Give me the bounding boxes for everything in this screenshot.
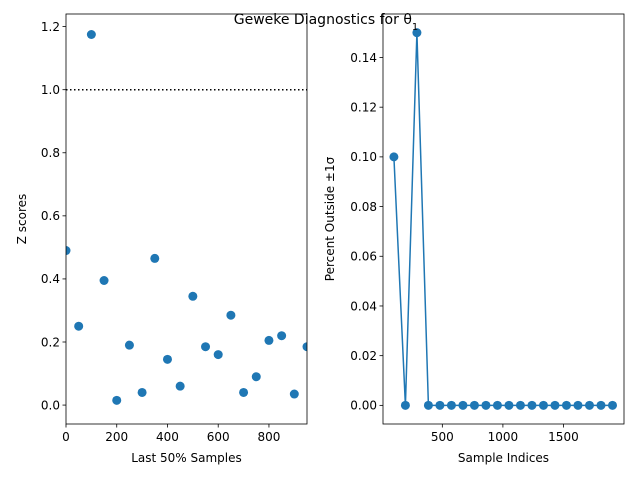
left-data-point-6 [137,387,147,397]
right-data-point-0 [389,152,399,162]
left-ytick-label-6: 1.2 [41,20,60,34]
left-xtick-label-4: 800 [257,430,280,444]
right-ytick-label-4: 0.08 [350,200,377,214]
right-data-point-4 [435,400,445,410]
left-data-point-14 [239,387,249,397]
left-ticks: 0 200 400 600 800 0.0 0.2 0.4 0.6 0.8 1.0 1.2 [41,20,280,444]
right-panel: 500 1000 1500 0.00 0.02 0.04 0.06 0.08 0.10 0.12 0… [323,13,625,465]
figure-title-main: Geweke Diagnostics for θ [234,12,412,28]
right-points [389,28,617,410]
left-ytick-label-1: 0.2 [41,335,60,349]
right-data-layer [389,28,617,410]
right-plot-area [383,14,624,424]
right-data-point-1 [400,400,410,410]
left-xtick-label-0: 0 [62,430,70,444]
left-ylabel: Z scores [15,194,29,245]
right-data-point-15 [561,400,571,410]
right-data-point-11 [515,400,525,410]
right-data-point-13 [538,400,548,410]
left-xtick-label-2: 400 [156,430,179,444]
left-data-point-0 [66,246,71,256]
left-panel: 0 200 400 600 800 0.0 0.2 0.4 0.6 0.8 1.0 1.2 Last … [15,13,308,465]
right-data-point-7 [469,400,479,410]
left-ytick-label-0: 0.0 [41,398,60,412]
right-data-point-16 [573,400,583,410]
left-data-point-4 [112,395,122,405]
left-ytick-label-4: 0.8 [41,146,60,160]
left-data-point-13 [226,310,236,320]
left-data-point-12 [213,350,223,360]
figure-title: Geweke Diagnostics for θ1 [234,12,419,33]
left-data-point-3 [99,276,109,285]
right-ytick-label-2: 0.04 [350,299,377,313]
left-points [66,30,307,405]
right-ytick-label-1: 0.02 [350,349,377,363]
left-ytick-label-2: 0.4 [41,272,60,286]
right-data-point-6 [458,400,468,410]
right-axes-frame [382,13,625,425]
left-data-point-8 [162,354,172,364]
right-ytick-label-3: 0.06 [350,250,377,264]
right-xlabel: Sample Indices [458,451,549,465]
left-xtick-label-1: 200 [105,430,128,444]
right-data-point-10 [504,400,514,410]
right-data-point-2 [412,28,422,38]
right-data-point-9 [492,400,502,410]
right-data-point-12 [527,400,537,410]
right-ytick-label-5: 0.10 [350,150,377,164]
left-axes-frame [65,13,308,425]
right-ticks: 500 1000 1500 0.00 0.02 0.04 0.06 0.08 0.10 0.12 0… [350,51,578,444]
left-data-point-1 [74,321,84,331]
left-xtick-label-3: 600 [207,430,230,444]
figure-title-subscript: 1 [412,22,418,33]
right-ylabel: Percent Outside ±1σ [323,156,337,281]
left-data-point-19 [302,342,307,352]
left-data-point-9 [175,381,185,391]
left-ytick-label-5: 1.0 [41,83,60,97]
right-data-point-17 [584,400,594,410]
left-plot-area [66,14,307,424]
left-data-point-17 [277,331,287,341]
right-ytick-label-0: 0.00 [350,399,377,413]
left-data-point-11 [201,342,211,352]
left-data-point-7 [150,253,160,263]
right-data-point-18 [596,400,606,410]
right-xtick-label-0: 500 [431,430,454,444]
left-data-point-2 [86,30,96,39]
right-data-point-8 [481,400,491,410]
right-data-point-14 [550,400,560,410]
left-ytick-label-3: 0.6 [41,209,60,223]
right-data-point-5 [446,400,456,410]
right-ytick-label-7: 0.14 [350,51,377,65]
left-xlabel: Last 50% Samples [131,451,242,465]
left-data-layer [66,30,307,405]
right-data-point-3 [423,400,433,410]
left-data-point-5 [124,340,134,350]
right-ytick-label-6: 0.12 [350,100,377,114]
left-data-point-10 [188,291,198,301]
right-xtick-label-1: 1000 [488,430,519,444]
left-data-point-15 [251,372,261,382]
right-xtick-label-2: 1500 [548,430,579,444]
left-data-point-18 [289,389,299,399]
right-data-point-19 [607,400,617,410]
left-data-point-16 [264,335,274,345]
